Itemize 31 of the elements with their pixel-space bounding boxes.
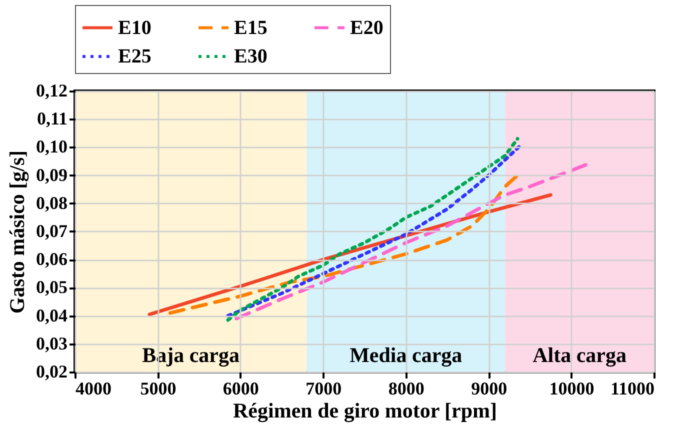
x-tick-label: 9000 bbox=[471, 378, 508, 398]
line-series bbox=[168, 174, 520, 315]
y-tick-label: 0,02 bbox=[36, 362, 68, 382]
y-tick-label: 0,12 bbox=[36, 80, 68, 100]
y-tick-label: 0,11 bbox=[36, 108, 68, 129]
y-tick-label: 0,03 bbox=[36, 333, 68, 354]
x-tick-label: 7000 bbox=[306, 378, 342, 398]
y-tick-label: 0,06 bbox=[36, 249, 68, 270]
line-series bbox=[234, 162, 590, 320]
y-tick-label: 0,05 bbox=[36, 277, 68, 298]
x-tick-label: 4000 bbox=[76, 378, 112, 398]
y-tick-label: 0,09 bbox=[36, 164, 68, 185]
y-tick-label: 0,10 bbox=[36, 136, 68, 157]
x-tick-label: 10000 bbox=[549, 378, 594, 398]
legend-label: E20 bbox=[350, 16, 384, 39]
legend-label: E15 bbox=[234, 16, 268, 39]
legend-label: E30 bbox=[234, 46, 268, 68]
band-label: Media carga bbox=[350, 343, 463, 367]
x-axis-title: Régimen de giro motor [rpm] bbox=[233, 398, 497, 422]
x-tick-label: 5000 bbox=[140, 378, 176, 398]
x-tick-label: 6000 bbox=[222, 378, 259, 398]
y-tick-label: 0,04 bbox=[36, 305, 68, 326]
y-tick-label: 0,07 bbox=[36, 221, 68, 241]
band-label: Baja carga bbox=[142, 343, 240, 367]
x-tick-label: 11000 bbox=[610, 378, 654, 398]
band-label: Alta carga bbox=[532, 343, 627, 367]
y-axis-title: Gasto másico [g/s] bbox=[5, 150, 29, 314]
x-tick-label: 8000 bbox=[388, 378, 424, 398]
legend-label: E25 bbox=[118, 46, 152, 68]
legend-label: E10 bbox=[118, 16, 152, 39]
y-tick-label: 0,08 bbox=[36, 192, 68, 213]
